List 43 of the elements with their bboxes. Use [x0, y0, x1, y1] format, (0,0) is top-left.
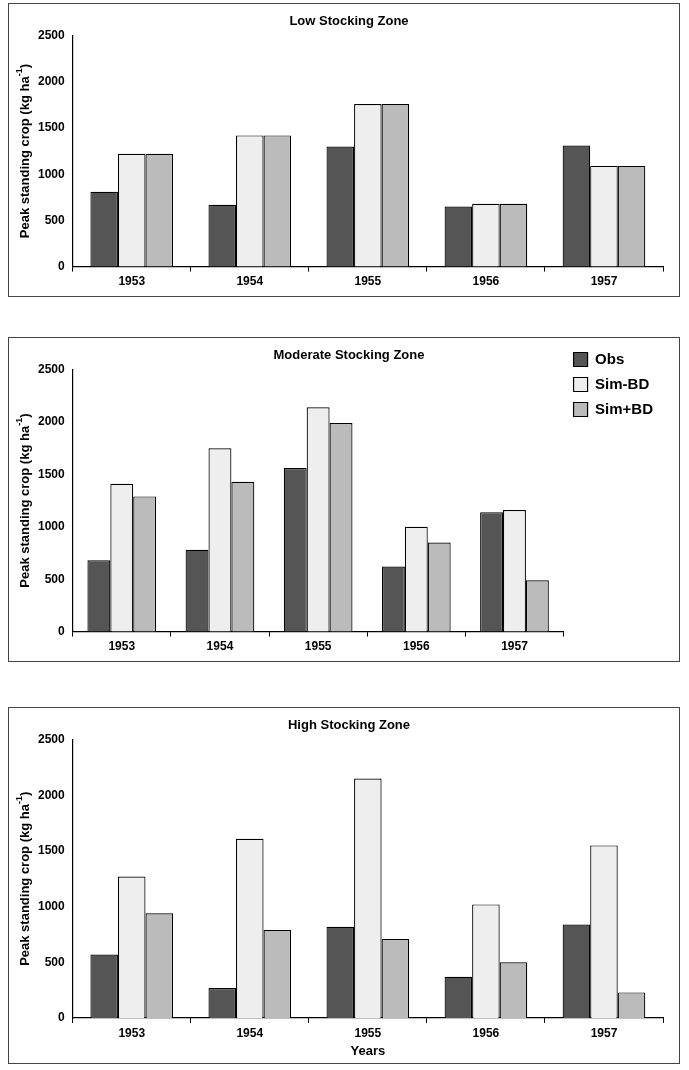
x-tick-label: 1953 — [108, 639, 136, 654]
y-tick-label: 2500 — [37, 27, 66, 42]
y-tick-label: 2000 — [37, 414, 66, 429]
legend-label: Obs — [595, 349, 625, 367]
y-tick-label: 1000 — [37, 898, 66, 913]
x-tick-label: 1956 — [402, 639, 430, 654]
x-axis-title: Years — [350, 1042, 386, 1058]
x-tick-label: 1954 — [206, 639, 234, 654]
y-axis-title: Peak standing crop (kg ha-1) — [14, 64, 32, 239]
x-tick-label: 1956 — [472, 1025, 500, 1040]
x-tick-label: 1954 — [236, 1025, 264, 1040]
y-tick-label: 1500 — [37, 843, 66, 858]
y-tick-label: 2500 — [37, 731, 66, 746]
y-tick-label: 1500 — [37, 466, 66, 481]
y-tick-label: 1500 — [37, 120, 66, 135]
x-tick-label: 1955 — [354, 274, 382, 289]
chart-title: Low Stocking Zone — [289, 13, 409, 29]
y-tick-label: 500 — [44, 571, 66, 586]
y-tick-label: 500 — [44, 954, 66, 969]
legend-label: Sim-BD — [595, 374, 650, 392]
y-axis-title: Peak standing crop (kg ha-1) — [14, 791, 32, 966]
x-tick-label: 1956 — [472, 274, 500, 289]
legend-label: Sim+BD — [595, 399, 654, 417]
x-tick-label: 1955 — [354, 1025, 382, 1040]
y-tick-label: 0 — [58, 623, 66, 638]
y-axis-title: Peak standing crop (kg ha-1) — [14, 413, 32, 588]
x-tick-label: 1957 — [501, 639, 529, 654]
y-tick-label: 500 — [44, 212, 66, 227]
y-tick-label: 0 — [58, 1010, 66, 1025]
y-tick-label: 2000 — [37, 787, 66, 802]
y-tick-label: 1000 — [37, 519, 66, 534]
y-tick-label: 2000 — [37, 74, 66, 89]
x-tick-label: 1954 — [236, 274, 264, 289]
x-tick-label: 1957 — [590, 274, 618, 289]
chart-title: Moderate Stocking Zone — [273, 347, 425, 363]
y-tick-label: 2500 — [37, 361, 66, 376]
y-tick-label: 0 — [58, 258, 66, 273]
x-tick-label: 1955 — [304, 639, 332, 654]
x-tick-label: 1953 — [118, 1025, 146, 1040]
x-tick-label: 1953 — [118, 274, 146, 289]
chart-title: High Stocking Zone — [287, 717, 411, 733]
x-tick-label: 1957 — [590, 1025, 618, 1040]
y-tick-label: 1000 — [37, 166, 66, 181]
